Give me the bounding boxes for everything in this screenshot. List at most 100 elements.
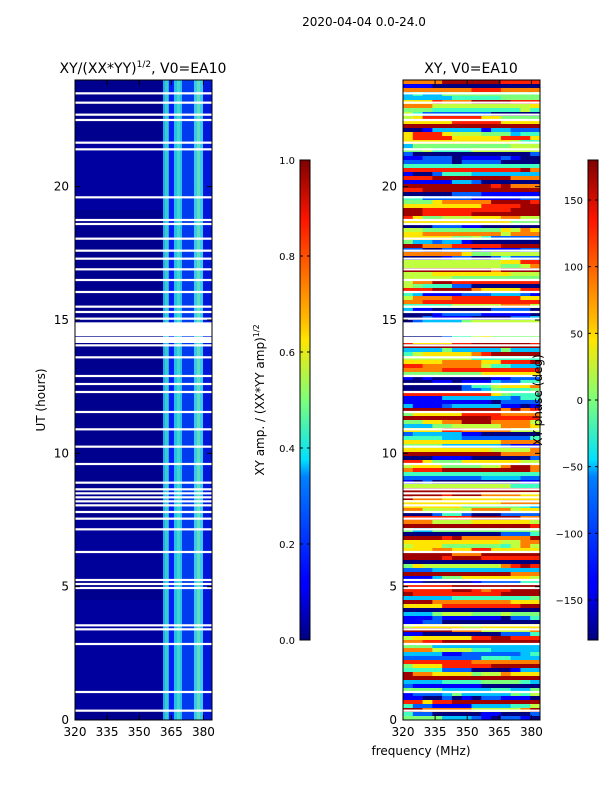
flagged-row-r-42 [403,196,540,199]
phase-heatmap [403,80,540,720]
flagged-row-l-30 [75,322,212,329]
phase-y-axis: 0 5 10 15 20 [382,180,540,727]
phase-panel: XY, V0=EA10 0 5 10 15 20 320 335 350 365 380 [382,61,543,739]
flagged-row-l-10 [75,517,212,520]
flagged-row-r-16 [403,488,540,491]
y-tick-label: 0 [389,713,397,727]
flagged-row-l-14 [75,496,212,499]
flagged-row-r-14 [403,496,540,499]
amplitude-panel: XY/(XX*YY)1/2, V0=EA10 0 5 10 15 20 320 335 35… [34,60,226,739]
flagged-row-l-36 [75,268,212,271]
y-tick-label: 15 [382,313,397,327]
colorbar-tick-label: 0.0 [279,636,295,647]
amplitude-heatmap [75,80,212,720]
flagged-row-r-26 [403,344,540,347]
amplitude-y-label: UT (hours) [34,368,48,431]
phase-colorbar-ticks: −150 −100 −50 0 50 100 150 [556,196,598,607]
flagged-row-r-1 [403,690,540,694]
flagged-row-l-45 [75,118,212,122]
x-tick-label: 335 [96,725,119,739]
flagged-row-r-13 [403,500,540,503]
flagged-row-l-23 [75,382,212,386]
flagged-row-r-25 [403,356,540,359]
flagged-row-l-27 [75,337,212,343]
flagged-row-r-48 [403,92,540,95]
flagged-row-l-34 [75,290,212,294]
flagged-row-l-8 [75,550,212,554]
flagged-row-l-21 [75,410,212,414]
figure-title: 2020-04-04 0.0-24.0 [302,15,426,29]
flagged-row-r-22 [403,390,540,394]
flagged-row-l-11 [75,510,212,514]
flagged-row-r-15 [403,492,540,495]
phase-colorbar: −150 −100 −50 0 50 100 150 XY phase (deg) [531,159,599,641]
amplitude-panel-title: XY/(XX*YY)1/2, V0=EA10 [60,60,227,77]
colorbar-tick-label: 50 [570,329,583,340]
x-tick-label: 350 [128,725,151,739]
x-tick-label: 320 [392,725,415,739]
flagged-row-r-44 [403,141,540,144]
phase-flagged-rows [403,92,540,712]
colorbar-tick-label: 0.8 [279,252,295,263]
flagged-row-l-40 [75,222,212,226]
flagged-row-r-27 [403,337,540,343]
colorbar-tick-label: 0.6 [279,348,295,359]
amplitude-y-axis: 0 5 10 15 20 [54,180,212,727]
y-tick-label: 5 [389,580,397,594]
flagged-row-r-38 [403,249,540,252]
flagged-row-l-31 [75,317,212,320]
phase-x-axis: 320 335 350 365 380 [392,80,543,739]
flagged-row-l-6 [75,582,212,586]
flagged-row-r-8 [403,550,540,554]
flagged-row-r-36 [403,268,540,271]
x-tick-label: 365 [488,725,511,739]
flagged-row-r-19 [403,445,540,448]
flagged-row-r-33 [403,305,540,308]
colorbar-tick-label: 150 [564,196,583,207]
flagged-row-r-3 [403,628,540,631]
flagged-row-l-15 [75,492,212,495]
y-tick-label: 0 [61,713,69,727]
flagged-row-l-32 [75,310,212,314]
colorbar-tick-label: −150 [556,596,583,607]
flagged-row-r-2 [403,642,540,646]
flagged-row-l-22 [75,390,212,394]
colorbar-tick-label: 100 [564,263,583,274]
flagged-row-l-13 [75,500,212,503]
y-tick-label: 20 [382,180,397,194]
flagged-row-l-24 [75,374,212,378]
amplitude-colorbar: 0.0 0.2 0.4 0.6 0.8 1.0 XY amp. / (XX*YY amp)… [252,156,311,647]
y-tick-label: 10 [382,446,397,460]
flagged-row-r-41 [403,218,540,222]
flagged-row-r-21 [403,410,540,414]
x-tick-label: 365 [160,725,183,739]
flagged-row-l-4 [75,624,212,627]
x-tick-label: 350 [456,725,479,739]
flagged-row-r-5 [403,586,540,590]
flagged-row-r-28 [403,330,540,337]
flagged-row-r-4 [403,624,540,627]
x-tick-label: 320 [64,725,87,739]
flagged-row-l-37 [75,257,212,260]
flagged-row-r-35 [403,278,540,282]
colorbar-tick-label: −100 [556,529,583,540]
flagged-row-l-26 [75,344,212,347]
x-tick-label: 380 [192,725,215,739]
flagged-row-l-28 [75,330,212,337]
flagged-row-r-10 [403,517,540,520]
flagged-row-l-25 [75,356,212,359]
flagged-row-l-29 [75,326,212,333]
flagged-row-l-5 [75,586,212,590]
flagged-row-r-23 [403,382,540,386]
flagged-row-l-3 [75,628,212,631]
flagged-row-l-41 [75,218,212,222]
flagged-row-r-30 [403,322,540,329]
flagged-row-l-20 [75,428,212,431]
flagged-row-l-0 [75,709,212,712]
flagged-row-l-44 [75,141,212,144]
flagged-row-r-6 [403,582,540,586]
flagged-row-l-9 [75,528,212,531]
amplitude-colorbar-ticks: 0.0 0.2 0.4 0.6 0.8 1.0 [279,156,310,647]
amplitude-x-axis: 320 335 350 365 380 [64,80,215,739]
